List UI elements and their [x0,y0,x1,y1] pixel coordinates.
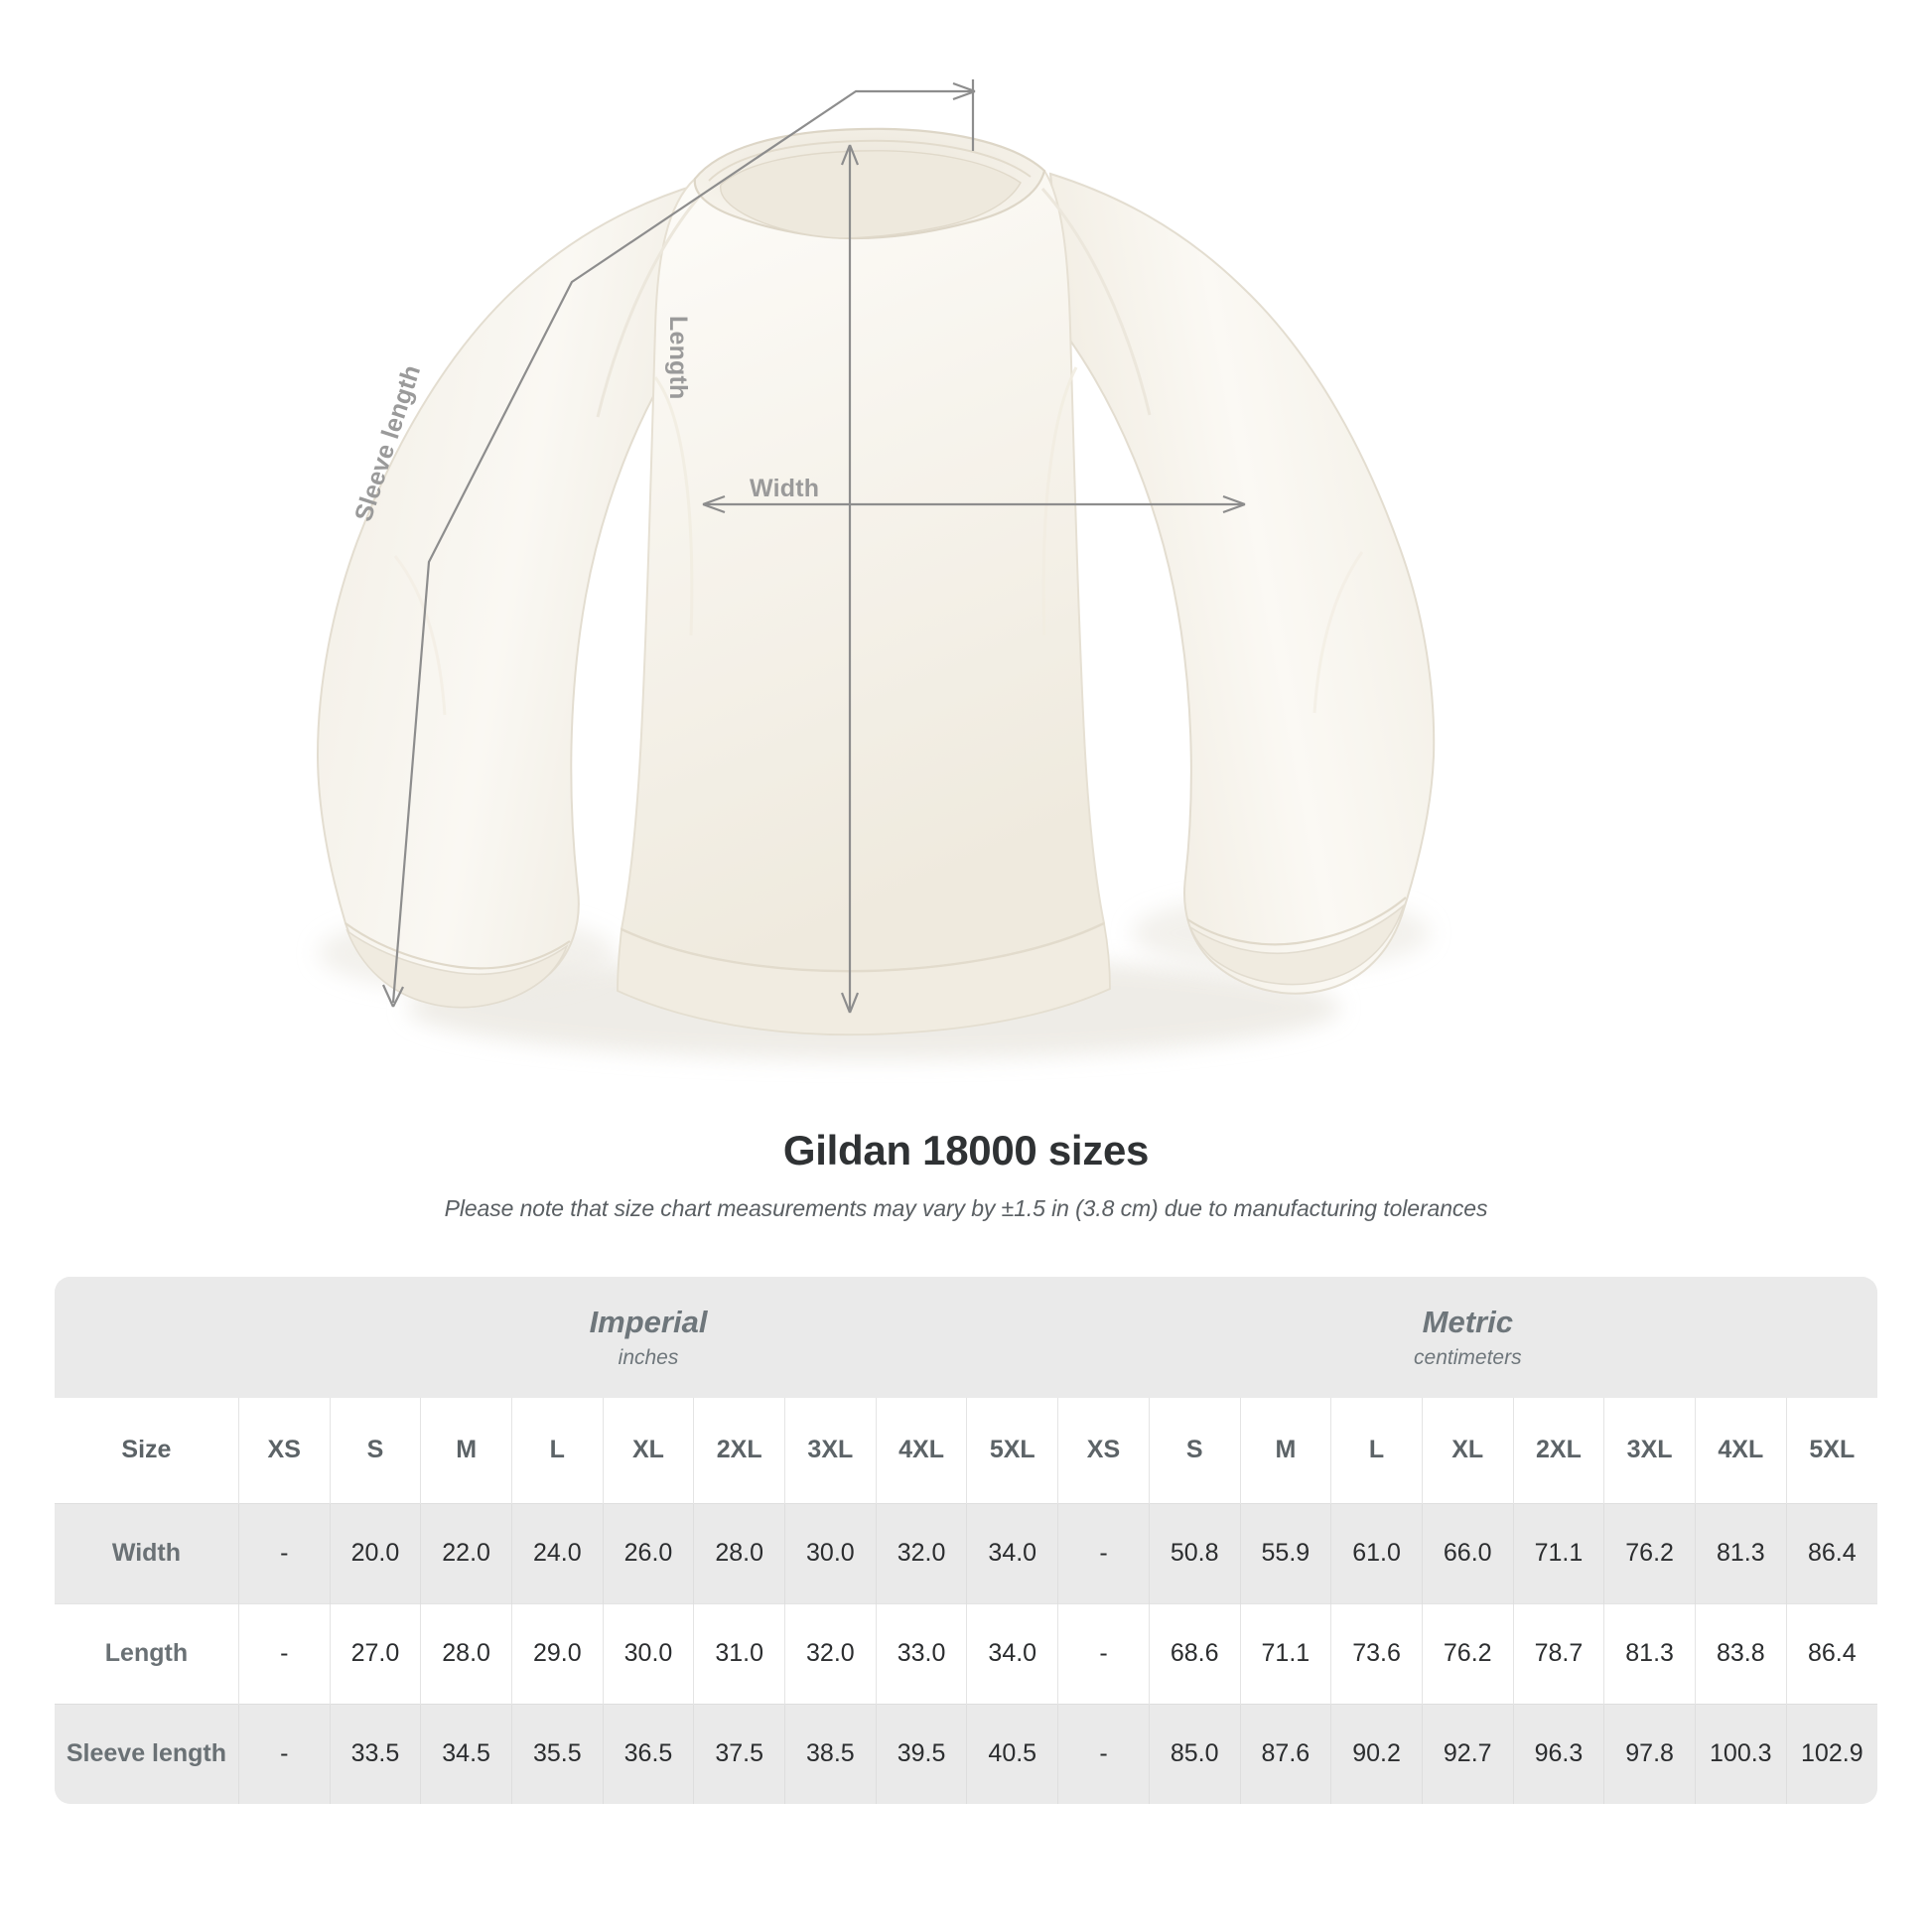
unit-name-metric: Metric [1422,1305,1513,1340]
cell-width-metric-3xl: 76.2 [1603,1502,1696,1603]
cell-sleeve-metric-3xl: 97.8 [1603,1703,1696,1804]
cell-width-imperial-s: 20.0 [329,1502,421,1603]
annotation-width: Width [750,475,820,502]
annotation-length: Length [664,316,692,400]
cell-width-metric-xs: - [1057,1502,1150,1603]
cell-width-imperial-5xl: 34.0 [966,1502,1058,1603]
garment-illustration [316,79,1436,1059]
cell-length-metric-3xl: 81.3 [1603,1602,1696,1704]
size-col-metric-xl: XL [1421,1398,1514,1503]
size-col-imperial-4xl: 4XL [875,1398,967,1503]
cell-sleeve-imperial-s: 33.5 [329,1703,421,1804]
cell-length-imperial-3xl: 32.0 [784,1602,877,1704]
cell-length-imperial-5xl: 34.0 [966,1602,1058,1704]
row-label-length: Length [55,1602,239,1704]
tolerance-note: Please note that size chart measurements… [444,1195,1488,1222]
cell-width-metric-2xl: 71.1 [1512,1502,1604,1603]
cell-sleeve-imperial-5xl: 40.5 [966,1703,1058,1804]
cell-width-imperial-2xl: 28.0 [693,1502,785,1603]
cell-sleeve-metric-2xl: 96.3 [1512,1703,1604,1804]
cell-sleeve-metric-5xl: 102.9 [1785,1703,1877,1804]
size-col-imperial-xl: XL [602,1398,694,1503]
size-header-row: Size XS S M L XL 2XL 3XL 4XL 5XL XS S M … [55,1398,1877,1503]
unit-sub-imperial: inches [618,1345,679,1369]
cell-length-imperial-2xl: 31.0 [693,1602,785,1704]
table-row: Length - 27.0 28.0 29.0 30.0 31.0 32.0 3… [55,1602,1877,1704]
unit-header-metric: Metric centimeters [1057,1277,1877,1398]
cell-width-imperial-xs: - [237,1502,331,1603]
size-table: Imperial inches Metric centimeters Size … [55,1277,1877,1804]
unit-header-imperial: Imperial inches [238,1277,1058,1398]
garment-diagram: Length Width Sleeve length [316,79,1436,1059]
cell-width-metric-5xl: 86.4 [1785,1502,1877,1603]
size-col-metric-m: M [1239,1398,1331,1503]
cell-sleeve-metric-s: 85.0 [1148,1703,1241,1804]
size-header-label: Size [55,1398,239,1503]
cell-width-imperial-4xl: 32.0 [875,1502,967,1603]
size-col-metric-4xl: 4XL [1694,1398,1787,1503]
cell-sleeve-imperial-m: 34.5 [420,1703,512,1804]
size-col-imperial-2xl: 2XL [693,1398,785,1503]
cell-width-metric-4xl: 81.3 [1694,1502,1787,1603]
size-col-metric-5xl: 5XL [1785,1398,1877,1503]
unit-header-row: Imperial inches Metric centimeters [55,1277,1877,1398]
page-title: Gildan 18000 sizes [782,1127,1150,1173]
size-col-imperial-s: S [329,1398,421,1503]
cell-sleeve-metric-m: 87.6 [1239,1703,1331,1804]
cell-sleeve-metric-xs: - [1057,1703,1150,1804]
cell-length-metric-4xl: 83.8 [1694,1602,1787,1704]
row-label-width: Width [55,1502,239,1603]
cell-length-metric-l: 73.6 [1330,1602,1423,1704]
size-col-metric-l: L [1330,1398,1423,1503]
cell-width-metric-s: 50.8 [1148,1502,1241,1603]
size-col-imperial-xs: XS [237,1398,331,1503]
cell-sleeve-imperial-xs: - [237,1703,331,1804]
title-block: Gildan 18000 sizes Please note that size… [0,1127,1932,1222]
unit-sub-metric: centimeters [1414,1345,1522,1369]
row-label-sleeve-length: Sleeve length [55,1703,239,1804]
cell-length-imperial-l: 29.0 [510,1602,604,1704]
cell-sleeve-imperial-3xl: 38.5 [784,1703,877,1804]
cell-width-metric-xl: 66.0 [1421,1502,1514,1603]
cell-length-imperial-xl: 30.0 [602,1602,694,1704]
size-col-imperial-m: M [420,1398,512,1503]
unit-header-spacer [55,1277,239,1398]
size-table-container: Imperial inches Metric centimeters Size … [55,1277,1877,1804]
cell-sleeve-metric-xl: 92.7 [1421,1703,1514,1804]
cell-length-imperial-xs: - [237,1602,331,1704]
cell-sleeve-imperial-l: 35.5 [510,1703,604,1804]
cell-length-metric-5xl: 86.4 [1785,1602,1877,1704]
cell-length-metric-2xl: 78.7 [1512,1602,1604,1704]
cell-sleeve-metric-l: 90.2 [1330,1703,1423,1804]
size-col-imperial-5xl: 5XL [966,1398,1058,1503]
size-col-imperial-l: L [510,1398,604,1503]
cell-length-imperial-s: 27.0 [329,1602,421,1704]
cell-sleeve-imperial-xl: 36.5 [602,1703,694,1804]
table-row: Width - 20.0 22.0 24.0 26.0 28.0 30.0 32… [55,1502,1877,1603]
table-row: Sleeve length - 33.5 34.5 35.5 36.5 37.5… [55,1703,1877,1804]
cell-sleeve-metric-4xl: 100.3 [1694,1703,1787,1804]
cell-width-imperial-xl: 26.0 [602,1502,694,1603]
cell-length-metric-s: 68.6 [1148,1602,1241,1704]
cell-width-metric-l: 61.0 [1330,1502,1423,1603]
size-col-metric-3xl: 3XL [1603,1398,1696,1503]
size-col-imperial-3xl: 3XL [784,1398,877,1503]
cell-length-metric-m: 71.1 [1239,1602,1331,1704]
cell-length-imperial-4xl: 33.0 [875,1602,967,1704]
size-col-metric-s: S [1148,1398,1241,1503]
cell-width-imperial-m: 22.0 [420,1502,512,1603]
cell-width-imperial-l: 24.0 [510,1502,604,1603]
cell-width-metric-m: 55.9 [1239,1502,1331,1603]
cell-sleeve-imperial-2xl: 37.5 [693,1703,785,1804]
cell-length-imperial-m: 28.0 [420,1602,512,1704]
cell-length-metric-xs: - [1057,1602,1150,1704]
unit-name-imperial: Imperial [589,1305,708,1340]
size-col-metric-2xl: 2XL [1512,1398,1604,1503]
cell-width-imperial-3xl: 30.0 [784,1502,877,1603]
size-col-metric-xs: XS [1057,1398,1150,1503]
cell-sleeve-imperial-4xl: 39.5 [875,1703,967,1804]
cell-length-metric-xl: 76.2 [1421,1602,1514,1704]
